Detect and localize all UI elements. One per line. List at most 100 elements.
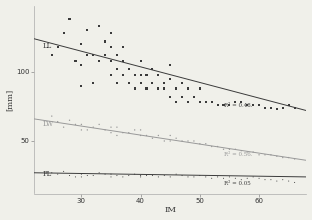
Point (138, 59, 143, 63)
Point (180, 174, 185, 177)
Point (144, 134, 149, 137)
Point (109, 31, 114, 35)
Point (256, 103, 261, 107)
Point (144, 174, 149, 177)
Point (109, 45, 114, 49)
Point (209, 176, 214, 180)
Point (286, 103, 291, 107)
Point (109, 59, 114, 63)
Point (138, 73, 143, 76)
Point (97, 123, 102, 126)
Point (91, 174, 96, 177)
Point (256, 176, 261, 180)
Point (221, 148, 226, 151)
Point (91, 125, 96, 129)
Point (292, 181, 297, 184)
Point (227, 148, 232, 151)
Point (197, 87, 202, 90)
Point (61, 125, 66, 129)
Point (55, 172, 60, 176)
Point (180, 139, 185, 143)
Point (233, 176, 238, 180)
Point (126, 174, 131, 177)
Point (239, 101, 244, 104)
Point (55, 120, 60, 123)
Point (233, 148, 238, 151)
Point (120, 59, 125, 63)
Point (239, 178, 244, 182)
Point (138, 128, 143, 132)
Text: PL: PL (43, 170, 52, 178)
Point (73, 123, 78, 126)
Point (233, 101, 238, 104)
Point (79, 175, 84, 179)
Point (109, 125, 114, 129)
Point (138, 81, 143, 85)
Point (209, 145, 214, 148)
Point (262, 178, 267, 182)
Point (73, 175, 78, 179)
Point (192, 139, 197, 143)
Y-axis label: [mm]: [mm] (6, 88, 13, 111)
Point (262, 106, 267, 110)
Point (85, 53, 90, 57)
Point (168, 139, 173, 143)
Point (120, 45, 125, 49)
Point (103, 172, 108, 176)
Point (156, 73, 161, 76)
Point (192, 95, 197, 99)
Point (203, 101, 208, 104)
Text: LL: LL (43, 42, 52, 50)
Point (103, 53, 108, 57)
Text: R² = 0.48.: R² = 0.48. (223, 103, 252, 108)
Point (115, 174, 119, 177)
Point (138, 134, 143, 137)
Point (85, 29, 90, 32)
Point (274, 154, 279, 158)
Point (221, 103, 226, 107)
Point (91, 81, 96, 85)
Point (180, 95, 185, 99)
Point (150, 81, 155, 85)
Point (120, 73, 125, 76)
Point (245, 176, 250, 180)
Point (109, 175, 114, 179)
Point (79, 172, 84, 176)
Point (245, 103, 250, 107)
Point (174, 101, 179, 104)
Point (251, 175, 256, 179)
Point (49, 114, 54, 118)
Point (126, 67, 131, 71)
Point (97, 24, 102, 28)
Point (227, 175, 232, 179)
Point (85, 128, 90, 132)
Point (292, 157, 297, 161)
Point (144, 87, 149, 90)
Point (55, 45, 60, 49)
Point (268, 178, 273, 182)
Point (251, 150, 256, 154)
Point (215, 103, 220, 107)
Point (79, 128, 84, 132)
Point (97, 171, 102, 174)
Point (203, 175, 208, 179)
Point (79, 123, 84, 126)
Point (197, 174, 202, 177)
Point (120, 175, 125, 179)
Point (168, 63, 173, 67)
Point (174, 136, 179, 140)
Point (286, 156, 291, 159)
Point (61, 31, 66, 35)
Point (67, 18, 72, 21)
Point (126, 81, 131, 85)
Point (91, 53, 96, 57)
Point (150, 174, 155, 177)
Text: LW: LW (43, 120, 54, 128)
Point (67, 174, 72, 177)
Point (280, 178, 285, 182)
Point (79, 84, 84, 88)
Point (115, 53, 119, 57)
Point (115, 125, 119, 129)
Point (209, 101, 214, 104)
Point (197, 101, 202, 104)
